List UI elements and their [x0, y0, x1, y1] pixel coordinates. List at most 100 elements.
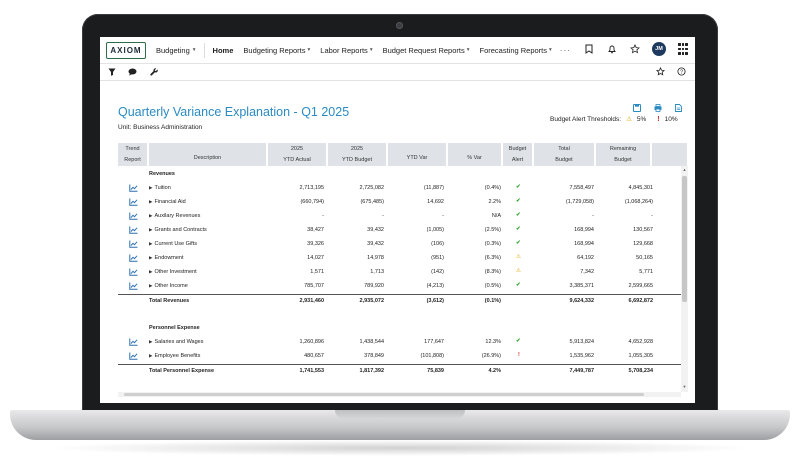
row-description[interactable]: ▶ Auxilary Revenues	[149, 213, 200, 219]
nav-item-forecasting-reports[interactable]: Forecasting Reports ▾	[479, 46, 551, 55]
axiom-logo[interactable]: AXIOM	[106, 41, 146, 59]
scroll-thumb[interactable]	[682, 176, 687, 302]
expand-arrow-icon[interactable]: ▶	[149, 353, 153, 358]
column-header-4[interactable]: 2025 YTD Budget	[328, 143, 387, 166]
table-row[interactable]: ▶ Tuition 2,713,195 2,725,082 (11,887) (0.4%)…	[118, 182, 683, 196]
row-description[interactable]: ▶ Current Use Gifts	[149, 241, 197, 247]
trend-chart-icon[interactable]	[129, 184, 138, 192]
warning-triangle-icon: ⚠	[626, 116, 632, 123]
trend-chart-icon[interactable]	[129, 198, 138, 206]
row-description[interactable]: ▶ Other Income	[149, 283, 188, 289]
budget-alert-thresholds: Budget Alert Thresholds: ⚠ 5% ! 10%	[550, 115, 678, 124]
column-header-5[interactable]: YTD Var	[388, 143, 447, 166]
trend-chart-icon[interactable]	[129, 282, 138, 290]
column-header-2[interactable]: Description	[149, 143, 267, 166]
cell-pct: (2.5%)	[484, 227, 501, 233]
cell-var: (3,612)	[426, 298, 444, 304]
column-header-1[interactable]: Trend Report	[118, 143, 148, 166]
module-label: Budgeting	[156, 45, 190, 55]
table-row[interactable]: ▶ Current Use Gifts 39,326 39,432 (106) (0.3%…	[118, 238, 683, 252]
trend-chart-icon[interactable]	[129, 212, 138, 220]
table-row[interactable]: ▶ Other Income 785,707 789,920 (4,213) (0.5%)…	[118, 280, 683, 294]
horizontal-scroll-thumb[interactable]	[124, 393, 644, 396]
favorite-star-icon[interactable]	[655, 66, 666, 77]
nav-item-budget-request-reports[interactable]: Budget Request Reports ▾	[383, 46, 470, 55]
help-icon[interactable]: ?	[676, 66, 687, 77]
cell-budget: 39,432	[367, 227, 384, 233]
scroll-up-icon[interactable]: ▲	[682, 167, 687, 172]
bell-icon[interactable]	[606, 43, 618, 55]
table-row[interactable]: ▶ Auxilary Revenues - - - N/A - - ✔	[118, 210, 683, 224]
save-icon[interactable]	[632, 103, 641, 112]
nav-item-home[interactable]: Home	[213, 46, 234, 55]
checkmark-icon: ✔	[516, 184, 521, 190]
expand-arrow-icon[interactable]: ▶	[149, 213, 153, 218]
row-description[interactable]: ▶ Salaries and Wages	[149, 339, 204, 345]
expand-arrow-icon[interactable]: ▶	[149, 185, 153, 190]
column-header-3[interactable]: 2025 YTD Actual	[268, 143, 327, 166]
nav-item-label: Budgeting Reports	[243, 45, 306, 55]
app-launcher-icon[interactable]	[677, 43, 689, 55]
wrench-icon[interactable]	[148, 67, 159, 78]
nav-item-budgeting-reports[interactable]: Budgeting Reports ▾	[243, 46, 310, 55]
checkmark-icon: ✔	[516, 282, 521, 288]
row-description[interactable]: ▶ Endowment	[149, 255, 184, 261]
row-description-text: Personnel Expense	[149, 325, 200, 331]
cell-remaining: 50,165	[636, 255, 653, 261]
row-description[interactable]: ▶ Grants and Contracts	[149, 227, 207, 233]
cell-actual: 1,260,896	[299, 339, 324, 345]
row-description[interactable]: ▶ Tuition	[149, 185, 171, 191]
trend-chart-icon[interactable]	[129, 338, 138, 346]
column-header-8[interactable]: Total Budget	[534, 143, 595, 166]
horizontal-scrollbar[interactable]	[118, 392, 681, 397]
chevron-down-icon: ▾	[369, 47, 373, 53]
document-icon[interactable]	[674, 103, 683, 112]
cell-total: 9,624,332	[569, 298, 594, 304]
vertical-scrollbar[interactable]: ▲ ▼	[681, 166, 688, 392]
column-header-6[interactable]: % Var	[448, 143, 502, 166]
column-header-line2: Alert	[511, 156, 524, 163]
comment-icon[interactable]	[127, 67, 138, 78]
row-description[interactable]: ▶ Other Investment	[149, 269, 197, 275]
nav-item-labor-reports[interactable]: Labor Reports ▾	[320, 46, 372, 55]
expand-arrow-icon[interactable]: ▶	[149, 283, 153, 288]
column-header-line1: Budget	[508, 146, 527, 153]
trend-chart-icon[interactable]	[129, 268, 138, 276]
row-description-text: Other Income	[154, 283, 188, 289]
print-icon[interactable]	[653, 103, 662, 112]
star-icon[interactable]	[629, 43, 641, 55]
cell-remaining: 130,567	[633, 227, 653, 233]
filter-icon[interactable]	[106, 67, 117, 78]
row-description[interactable]: ▶ Employee Benefits	[149, 353, 200, 359]
column-header-9[interactable]: Remaining Budget	[596, 143, 651, 166]
scroll-down-icon[interactable]: ▼	[682, 384, 687, 389]
expand-arrow-icon[interactable]: ▶	[149, 255, 153, 260]
cell-remaining: 5,708,234	[628, 368, 653, 374]
bookmark-icon[interactable]	[583, 43, 595, 55]
expand-arrow-icon[interactable]: ▶	[149, 227, 153, 232]
trend-chart-icon[interactable]	[129, 226, 138, 234]
trend-chart-icon[interactable]	[129, 352, 138, 360]
row-description[interactable]: ▶ Financial Aid	[149, 199, 186, 205]
user-avatar[interactable]: JM	[652, 42, 666, 56]
expand-arrow-icon[interactable]: ▶	[149, 269, 153, 274]
expand-arrow-icon[interactable]: ▶	[149, 339, 153, 344]
table-row[interactable]: ▶ Other Investment 1,571 1,713 (142) (8.3%) 7,…	[118, 266, 683, 280]
module-selector[interactable]: Budgeting ▾	[156, 42, 205, 58]
table-row[interactable]: ▶ Endowment 14,027 14,978 (951) (6.3%) 64,192 5…	[118, 252, 683, 266]
trend-chart-icon[interactable]	[129, 254, 138, 262]
expand-arrow-icon[interactable]: ▶	[149, 241, 153, 246]
cell-pct: (26.9%)	[481, 353, 501, 359]
cell-pct: (0.1%)	[484, 298, 501, 304]
table-row[interactable]: ▶ Financial Aid (660,794) (675,485) 14,692 2.…	[118, 196, 683, 210]
table-row[interactable]: ▶ Grants and Contracts 38,427 39,432 (1,005)…	[118, 224, 683, 238]
column-header-7[interactable]: Budget Alert	[503, 143, 533, 166]
table-row[interactable]: ▶ Salaries and Wages 1,260,896 1,438,544 177…	[118, 336, 683, 350]
trend-chart-icon[interactable]	[129, 240, 138, 248]
cell-actual: 785,707	[304, 283, 324, 289]
row-description-text: Financial Aid	[154, 199, 186, 205]
more-menu-icon[interactable]: ···	[559, 45, 571, 55]
table-row[interactable]: ▶ Employee Benefits 480,657 378,849 (101,808…	[118, 350, 683, 364]
expand-arrow-icon[interactable]: ▶	[149, 199, 153, 204]
column-header-blank	[652, 143, 688, 166]
